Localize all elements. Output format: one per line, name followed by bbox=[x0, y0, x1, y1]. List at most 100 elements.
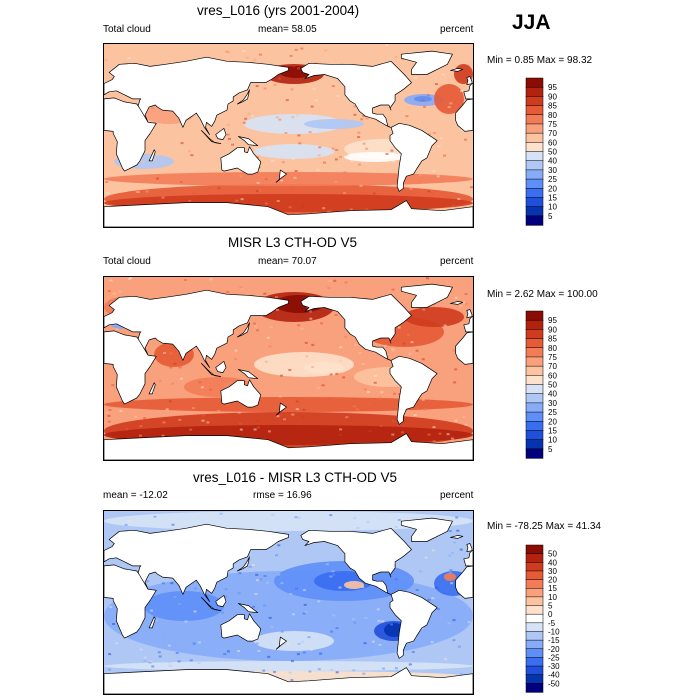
colorbar-box bbox=[525, 430, 544, 441]
cloud-field-cell bbox=[417, 179, 421, 182]
cloud-field-cell bbox=[151, 665, 155, 668]
cloud-field-cell bbox=[275, 554, 278, 557]
coastline-borneo bbox=[215, 361, 227, 373]
colorbar-box bbox=[525, 613, 544, 624]
cloud-field-cell bbox=[408, 353, 412, 356]
cloud-field-cell bbox=[127, 520, 131, 523]
cloud-field-cell bbox=[237, 411, 241, 414]
cloud-field-cell bbox=[292, 65, 296, 68]
cloud-field-cell bbox=[291, 116, 295, 119]
cloud-field-cell bbox=[328, 283, 332, 286]
cloud-field-cell bbox=[441, 73, 445, 76]
cloud-field-cell bbox=[285, 99, 289, 102]
cloud-field-cell bbox=[221, 611, 225, 614]
coastline-newguinea bbox=[237, 603, 259, 614]
cloud-field-cell bbox=[302, 612, 306, 615]
cloud-field-cell bbox=[153, 126, 157, 129]
cloud-field-cell bbox=[180, 377, 183, 380]
cloud-field-cell bbox=[189, 428, 193, 431]
cloud-field-cell bbox=[335, 671, 339, 674]
cloud-field-cell bbox=[397, 326, 401, 329]
coastline-japan bbox=[236, 89, 250, 105]
colorbar-box bbox=[525, 587, 544, 598]
cloud-field-cell bbox=[339, 433, 342, 436]
colorbar-box bbox=[525, 665, 544, 676]
cloud-field-cell bbox=[200, 386, 204, 389]
colorbar-box bbox=[525, 622, 544, 633]
coastline-westeu bbox=[463, 83, 473, 100]
colorbar-tick-label: 60 bbox=[548, 371, 557, 380]
colorbar-box bbox=[525, 375, 544, 386]
colorbar-tick-label: -30 bbox=[548, 662, 560, 671]
panel2-colorbar: 95 90 85 80 75 70 60 50 40 30 25 20 15 10 5 bbox=[525, 310, 557, 459]
colorbar-box bbox=[525, 132, 544, 143]
colorbar-box bbox=[525, 86, 544, 98]
cloud-field-cell bbox=[393, 392, 397, 395]
cloud-field-cell bbox=[161, 582, 165, 585]
cloud-field-cell bbox=[253, 428, 257, 431]
cloud-field-cell bbox=[413, 414, 417, 417]
cloud-field-cell bbox=[278, 395, 282, 398]
coastline-madagascar bbox=[148, 616, 156, 629]
colorbar-box bbox=[525, 683, 544, 693]
cloud-field-cell bbox=[320, 322, 324, 325]
cloud-field-cell bbox=[335, 372, 339, 375]
cloud-field-cell bbox=[276, 46, 280, 49]
cloud-field-cell bbox=[450, 437, 454, 440]
cloud-field-cell bbox=[163, 352, 166, 354]
cloud-field-cell bbox=[308, 670, 312, 673]
cloud-field-cell bbox=[304, 610, 308, 613]
coastline-westeu bbox=[463, 550, 473, 567]
colorbar-box bbox=[525, 142, 544, 153]
cloud-field-cell bbox=[344, 281, 348, 284]
cloud-field-cell bbox=[253, 325, 257, 328]
cloud-field-cell bbox=[209, 278, 213, 281]
cloud-field-cell bbox=[143, 656, 147, 659]
cloud-field-cell bbox=[449, 102, 453, 105]
colorbar-tick-label: 10 bbox=[548, 203, 557, 212]
cloud-field-cell bbox=[155, 619, 159, 622]
cloud-field-cell bbox=[225, 50, 229, 53]
cloud-field-cell bbox=[394, 56, 398, 58]
cloud-field-cell bbox=[407, 333, 410, 336]
cloud-field-cell bbox=[337, 343, 340, 346]
cloud-field-cell bbox=[251, 115, 254, 118]
cloud-field-region bbox=[244, 114, 344, 134]
cloud-field-cell bbox=[378, 397, 382, 399]
cloud-field-cell bbox=[247, 112, 251, 115]
cloud-field-cell bbox=[309, 317, 313, 320]
cloud-field-cell bbox=[256, 181, 260, 184]
cloud-field-cell bbox=[138, 434, 142, 437]
cloud-field-cell bbox=[304, 341, 308, 344]
cloud-field-cell bbox=[336, 95, 340, 98]
cloud-field-cell bbox=[287, 642, 291, 645]
cloud-field-cell bbox=[421, 398, 425, 401]
colorbar-box bbox=[525, 439, 544, 450]
coastline-iceland bbox=[450, 301, 464, 305]
cloud-field-cell bbox=[327, 286, 331, 289]
cloud-field-cell bbox=[334, 527, 338, 530]
cloud-field-cell bbox=[247, 322, 251, 325]
cloud-field-cell bbox=[331, 570, 335, 573]
cloud-field-cell bbox=[281, 161, 285, 164]
cloud-field-cell bbox=[255, 642, 259, 645]
cloud-field-cell bbox=[165, 408, 169, 411]
cloud-field-cell bbox=[319, 652, 323, 655]
cloud-field-cell bbox=[415, 589, 419, 591]
cloud-field-cell bbox=[284, 132, 288, 134]
cloud-field-cell bbox=[373, 673, 377, 676]
colorbar-box bbox=[525, 579, 544, 589]
cloud-field-cell bbox=[223, 653, 227, 655]
cloud-field-cell bbox=[464, 302, 468, 305]
coastline-greenland bbox=[400, 517, 453, 542]
colorbar-tick-label: 25 bbox=[548, 175, 557, 184]
cloud-field-cell bbox=[294, 48, 298, 51]
cloud-field-cell bbox=[124, 523, 128, 526]
cloud-field-cell bbox=[267, 655, 271, 658]
colorbar-tick-label: 50 bbox=[548, 381, 557, 390]
cloud-field-cell bbox=[391, 288, 395, 291]
cloud-field-cell bbox=[277, 77, 281, 80]
cloud-field-cell bbox=[108, 409, 112, 411]
cloud-field-cell bbox=[244, 117, 248, 120]
cloud-field-cell bbox=[363, 642, 367, 645]
